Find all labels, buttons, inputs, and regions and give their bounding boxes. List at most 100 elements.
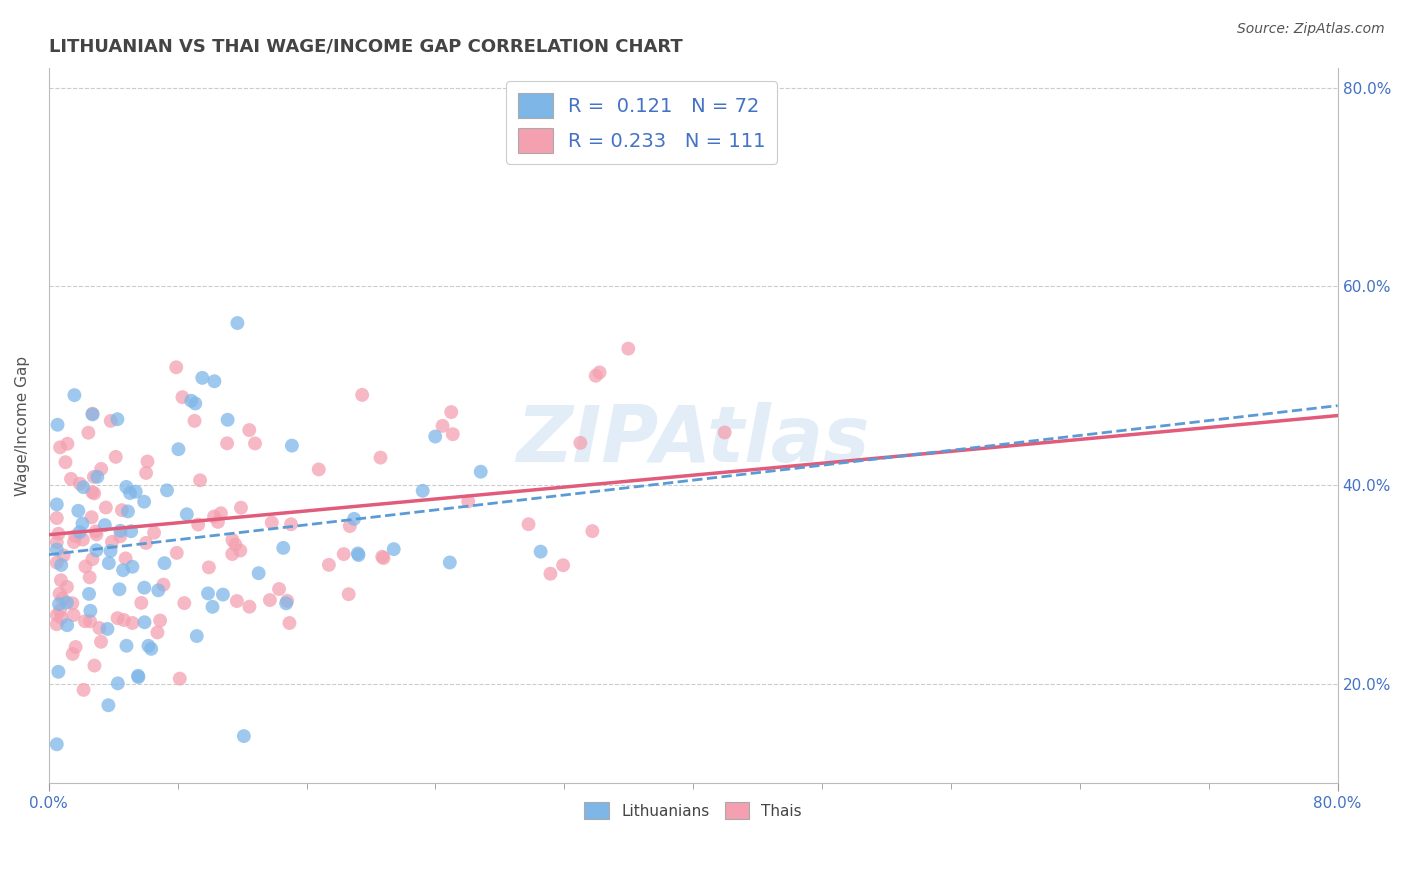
Point bbox=[439, 556, 461, 570]
Point bbox=[204, 374, 226, 388]
Point bbox=[432, 418, 454, 433]
Point bbox=[46, 417, 69, 432]
Point bbox=[89, 621, 111, 635]
Point bbox=[86, 470, 108, 484]
Point bbox=[65, 640, 87, 654]
Point bbox=[347, 546, 370, 560]
Point bbox=[617, 342, 640, 356]
Point bbox=[52, 549, 75, 563]
Point bbox=[135, 536, 157, 550]
Point bbox=[45, 511, 67, 525]
Point bbox=[347, 548, 370, 562]
Point bbox=[120, 524, 142, 539]
Point bbox=[238, 423, 260, 437]
Point bbox=[63, 535, 86, 549]
Point bbox=[94, 518, 117, 533]
Point bbox=[187, 517, 209, 532]
Point bbox=[217, 436, 239, 450]
Point bbox=[221, 533, 243, 547]
Point bbox=[82, 407, 104, 421]
Text: ZIPAtlas: ZIPAtlas bbox=[516, 401, 870, 478]
Point bbox=[352, 388, 374, 402]
Point bbox=[713, 425, 735, 440]
Point bbox=[198, 560, 221, 574]
Point bbox=[86, 527, 108, 541]
Point bbox=[72, 516, 94, 531]
Point bbox=[134, 494, 156, 508]
Point bbox=[72, 533, 94, 547]
Point bbox=[173, 596, 195, 610]
Point bbox=[48, 526, 70, 541]
Point bbox=[72, 682, 94, 697]
Point bbox=[339, 519, 361, 533]
Point bbox=[118, 486, 141, 500]
Point bbox=[82, 552, 104, 566]
Point bbox=[45, 617, 67, 632]
Point bbox=[45, 608, 67, 623]
Point bbox=[115, 480, 138, 494]
Point bbox=[56, 437, 79, 451]
Point bbox=[45, 535, 67, 549]
Point bbox=[100, 544, 122, 558]
Point bbox=[156, 483, 179, 498]
Point bbox=[207, 515, 229, 529]
Point bbox=[77, 425, 100, 440]
Point bbox=[143, 525, 166, 540]
Point bbox=[226, 316, 249, 330]
Point bbox=[72, 480, 94, 494]
Point bbox=[343, 512, 366, 526]
Point bbox=[169, 672, 191, 686]
Point bbox=[167, 442, 190, 457]
Point bbox=[55, 455, 77, 469]
Point bbox=[457, 494, 479, 508]
Point bbox=[104, 450, 127, 464]
Point bbox=[197, 586, 219, 600]
Point bbox=[221, 547, 243, 561]
Point bbox=[56, 596, 79, 610]
Point bbox=[107, 611, 129, 625]
Point bbox=[56, 580, 79, 594]
Point bbox=[146, 625, 169, 640]
Point bbox=[83, 470, 105, 484]
Point bbox=[110, 524, 132, 538]
Point bbox=[188, 473, 211, 487]
Point bbox=[259, 593, 281, 607]
Point bbox=[48, 597, 70, 611]
Point bbox=[149, 614, 172, 628]
Point bbox=[114, 551, 136, 566]
Point bbox=[90, 462, 112, 476]
Point bbox=[172, 390, 194, 404]
Point bbox=[229, 543, 252, 558]
Point bbox=[212, 588, 235, 602]
Point bbox=[184, 396, 207, 410]
Point bbox=[117, 504, 139, 518]
Point bbox=[217, 413, 239, 427]
Point bbox=[69, 525, 91, 540]
Point bbox=[276, 594, 298, 608]
Point bbox=[112, 563, 135, 577]
Point bbox=[440, 405, 463, 419]
Point bbox=[65, 529, 87, 543]
Point bbox=[56, 618, 79, 632]
Point bbox=[79, 615, 101, 629]
Point bbox=[83, 658, 105, 673]
Point bbox=[69, 476, 91, 491]
Point bbox=[84, 524, 107, 539]
Point bbox=[141, 641, 163, 656]
Point bbox=[585, 368, 607, 383]
Point bbox=[45, 497, 67, 511]
Point bbox=[166, 546, 188, 560]
Point bbox=[86, 543, 108, 558]
Point bbox=[152, 577, 174, 591]
Point bbox=[48, 587, 70, 601]
Point bbox=[318, 558, 340, 572]
Point bbox=[51, 611, 73, 625]
Point bbox=[370, 450, 392, 465]
Point bbox=[134, 615, 156, 630]
Point bbox=[441, 427, 464, 442]
Point bbox=[135, 466, 157, 480]
Point bbox=[191, 371, 214, 385]
Point bbox=[100, 414, 122, 428]
Point bbox=[373, 551, 395, 566]
Point bbox=[45, 542, 67, 557]
